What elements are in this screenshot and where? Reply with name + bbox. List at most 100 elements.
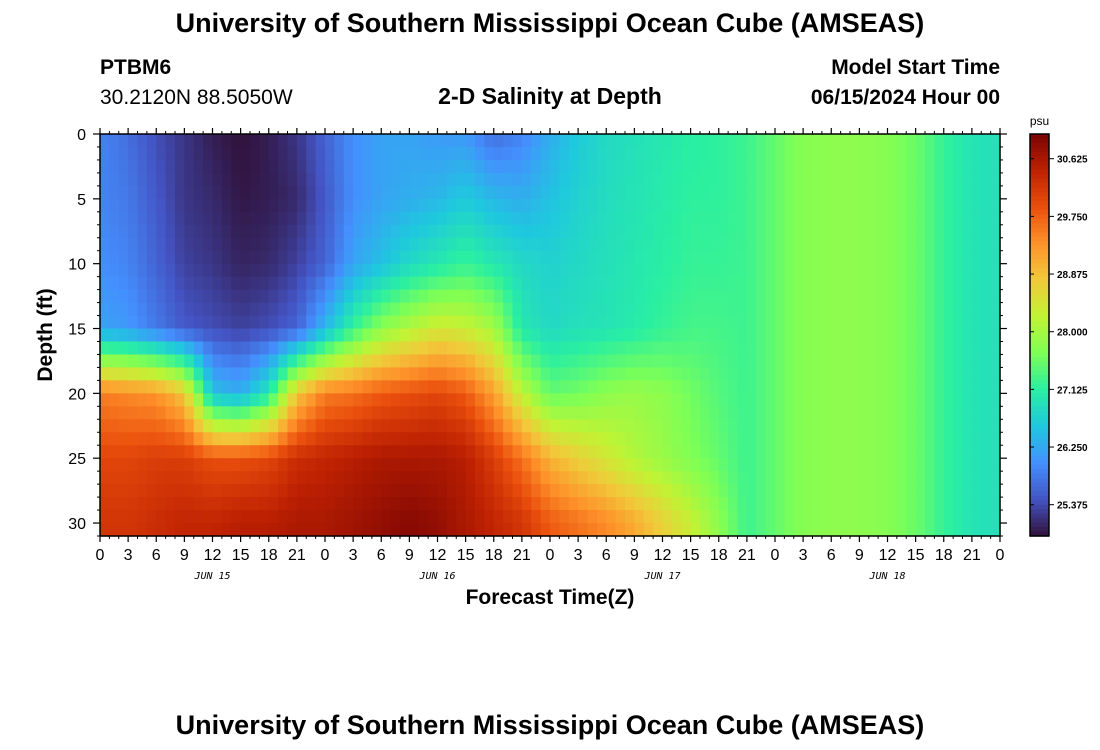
heatmap-cell bbox=[156, 341, 167, 356]
heatmap-cell bbox=[240, 380, 251, 394]
heatmap-cell bbox=[521, 432, 532, 446]
heatmap-cell bbox=[175, 315, 185, 330]
heatmap-cell bbox=[896, 134, 907, 148]
heatmap-cell bbox=[681, 276, 692, 291]
heatmap-cell bbox=[831, 224, 842, 239]
heatmap-cell bbox=[418, 484, 429, 498]
heatmap-cell bbox=[625, 289, 635, 304]
heatmap-cell bbox=[587, 419, 598, 433]
heatmap-cell bbox=[568, 341, 579, 356]
heatmap-cell bbox=[925, 445, 935, 459]
heatmap-cell bbox=[690, 523, 701, 537]
heatmap-cell bbox=[353, 471, 364, 485]
heatmap-cell bbox=[268, 484, 279, 498]
heatmap-cell bbox=[793, 445, 804, 459]
colorbar-segment bbox=[1030, 201, 1049, 207]
heatmap-cell bbox=[409, 497, 420, 511]
heatmap-cell bbox=[100, 198, 110, 213]
heatmap-cell bbox=[400, 406, 410, 420]
heatmap-cell bbox=[456, 146, 467, 161]
heatmap-cell bbox=[981, 237, 992, 252]
heatmap-cell bbox=[400, 134, 410, 148]
heatmap-cell bbox=[184, 250, 195, 265]
heatmap-cell bbox=[475, 159, 485, 174]
heatmap-cell bbox=[268, 419, 279, 433]
heatmap-cell bbox=[409, 458, 420, 472]
heatmap-cell bbox=[662, 432, 673, 446]
heatmap-cell bbox=[100, 134, 110, 148]
heatmap-cell bbox=[887, 484, 898, 498]
heatmap-cell bbox=[550, 185, 560, 200]
colorbar-segment bbox=[1030, 451, 1049, 457]
heatmap-cell bbox=[165, 432, 176, 446]
heatmap-cell bbox=[362, 406, 373, 420]
heatmap-cell bbox=[596, 211, 607, 226]
heatmap-cell bbox=[418, 432, 429, 446]
heatmap-cell bbox=[465, 497, 476, 511]
heatmap-cell bbox=[915, 341, 926, 356]
heatmap-cell bbox=[915, 406, 926, 420]
heatmap-cell bbox=[634, 237, 645, 252]
colorbar-segment bbox=[1030, 352, 1049, 358]
heatmap-cell bbox=[793, 198, 804, 213]
heatmap-cell bbox=[596, 328, 607, 343]
heatmap-cell bbox=[512, 419, 523, 433]
heatmap-cell bbox=[268, 328, 279, 343]
heatmap-cell bbox=[203, 289, 214, 304]
heatmap-cell bbox=[840, 172, 851, 187]
heatmap-cell bbox=[428, 510, 439, 524]
heatmap-cell bbox=[493, 484, 504, 498]
heatmap-cell bbox=[990, 172, 1001, 187]
heatmap-cell bbox=[512, 211, 523, 226]
heatmap-cell bbox=[971, 185, 982, 200]
heatmap-cell bbox=[221, 406, 232, 420]
heatmap-cell bbox=[625, 250, 635, 265]
heatmap-cell bbox=[240, 172, 251, 187]
heatmap-cell bbox=[362, 458, 373, 472]
heatmap-cell bbox=[343, 276, 354, 291]
heatmap-cell bbox=[728, 341, 739, 356]
heatmap-cell bbox=[315, 263, 326, 278]
heatmap-cell bbox=[437, 471, 448, 485]
heatmap-cell bbox=[287, 172, 298, 187]
heatmap-cell bbox=[662, 159, 673, 174]
heatmap-cell bbox=[400, 276, 410, 291]
heatmap-cell bbox=[268, 289, 279, 304]
heatmap-cell bbox=[343, 302, 354, 317]
heatmap-cell bbox=[418, 393, 429, 407]
heatmap-cell bbox=[990, 458, 1001, 472]
heatmap-cell bbox=[137, 419, 148, 433]
heatmap-cell bbox=[765, 406, 776, 420]
heatmap-cell bbox=[381, 367, 392, 381]
heatmap-cell bbox=[268, 354, 279, 369]
heatmap-cell bbox=[221, 263, 232, 278]
heatmap-cell bbox=[662, 497, 673, 511]
heatmap-cell bbox=[325, 406, 335, 420]
heatmap-cell bbox=[184, 380, 195, 394]
heatmap-cell bbox=[437, 367, 448, 381]
heatmap-cell bbox=[315, 185, 326, 200]
heatmap-cell bbox=[484, 328, 495, 343]
heatmap-cell bbox=[596, 237, 607, 252]
heatmap-cell bbox=[578, 497, 589, 511]
heatmap-cell bbox=[503, 224, 514, 239]
heatmap-cell bbox=[550, 276, 560, 291]
heatmap-cell bbox=[784, 134, 795, 148]
heatmap-cell bbox=[203, 432, 214, 446]
heatmap-cell bbox=[381, 432, 392, 446]
heatmap-cell bbox=[896, 276, 907, 291]
heatmap-cell bbox=[690, 445, 701, 459]
heatmap-cell bbox=[700, 328, 710, 343]
heatmap-cell bbox=[868, 484, 879, 498]
heatmap-cell bbox=[718, 146, 729, 161]
heatmap-cell bbox=[793, 354, 804, 369]
heatmap-cell bbox=[296, 146, 307, 161]
heatmap-cell bbox=[484, 224, 495, 239]
heatmap-cell bbox=[653, 276, 664, 291]
heatmap-cell bbox=[812, 315, 823, 330]
heatmap-cell bbox=[409, 341, 420, 356]
heatmap-cell bbox=[690, 276, 701, 291]
heatmap-cell bbox=[512, 302, 523, 317]
heatmap-cell bbox=[746, 328, 757, 343]
x-tick-label: 9 bbox=[855, 547, 864, 564]
